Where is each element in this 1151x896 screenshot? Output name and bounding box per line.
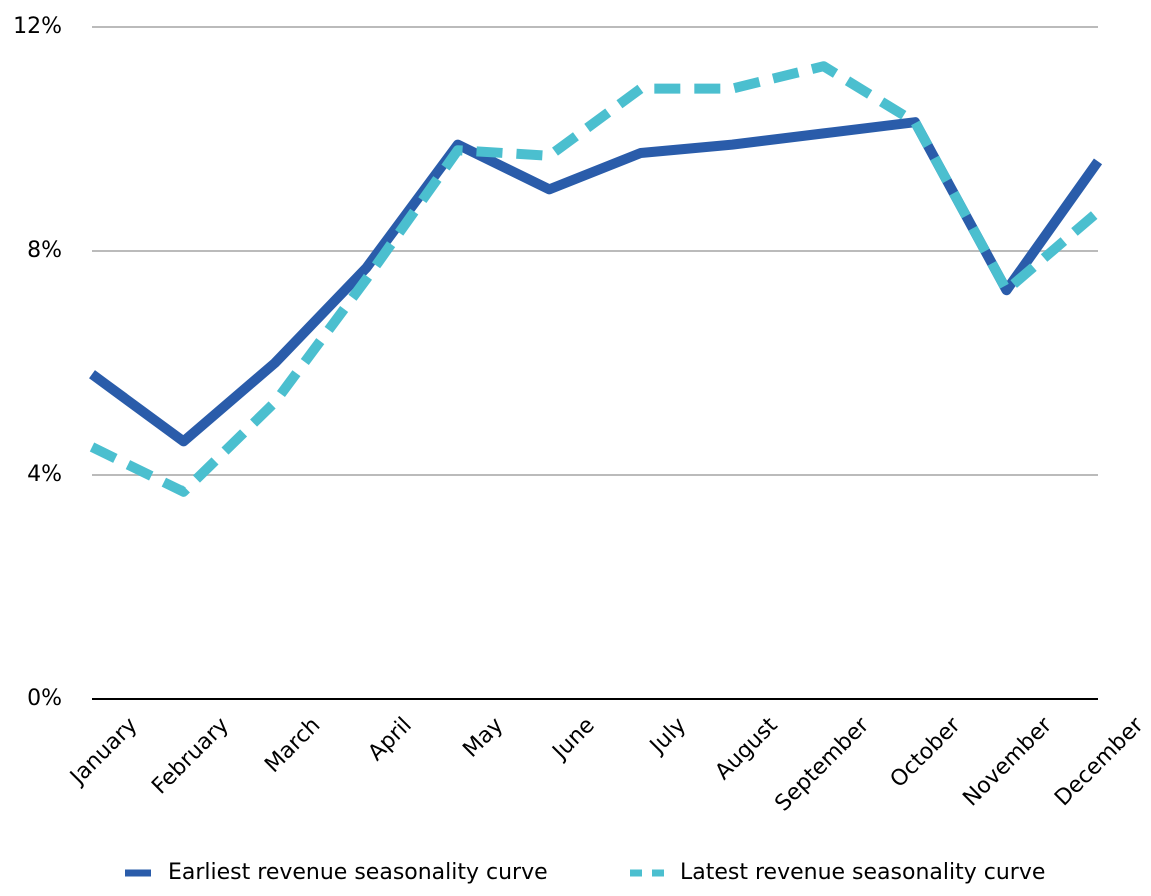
legend-label: Earliest revenue seasonality curve (168, 860, 548, 885)
y-tick-label: 0% (27, 686, 62, 711)
x-tick-label: March (260, 713, 325, 778)
legend-label: Latest revenue seasonality curve (680, 860, 1045, 885)
x-tick-label: July (644, 713, 691, 760)
x-tick-label: September (770, 712, 874, 816)
x-tick-label: June (547, 713, 600, 766)
x-tick-label: May (458, 713, 508, 763)
y-tick-label: 8% (27, 238, 62, 263)
x-tick-label: February (147, 713, 234, 800)
x-tick-label: January (64, 713, 142, 791)
x-tick-label: October (886, 712, 967, 793)
x-tick-label: April (364, 713, 417, 766)
x-tick-label: August (711, 713, 783, 785)
series-line (89, 61, 1102, 497)
y-tick-label: 4% (27, 462, 62, 487)
series-line (89, 117, 1103, 447)
x-tick-label: December (1050, 712, 1149, 811)
x-tick-label: November (958, 712, 1057, 811)
y-tick-label: 12% (13, 14, 62, 39)
